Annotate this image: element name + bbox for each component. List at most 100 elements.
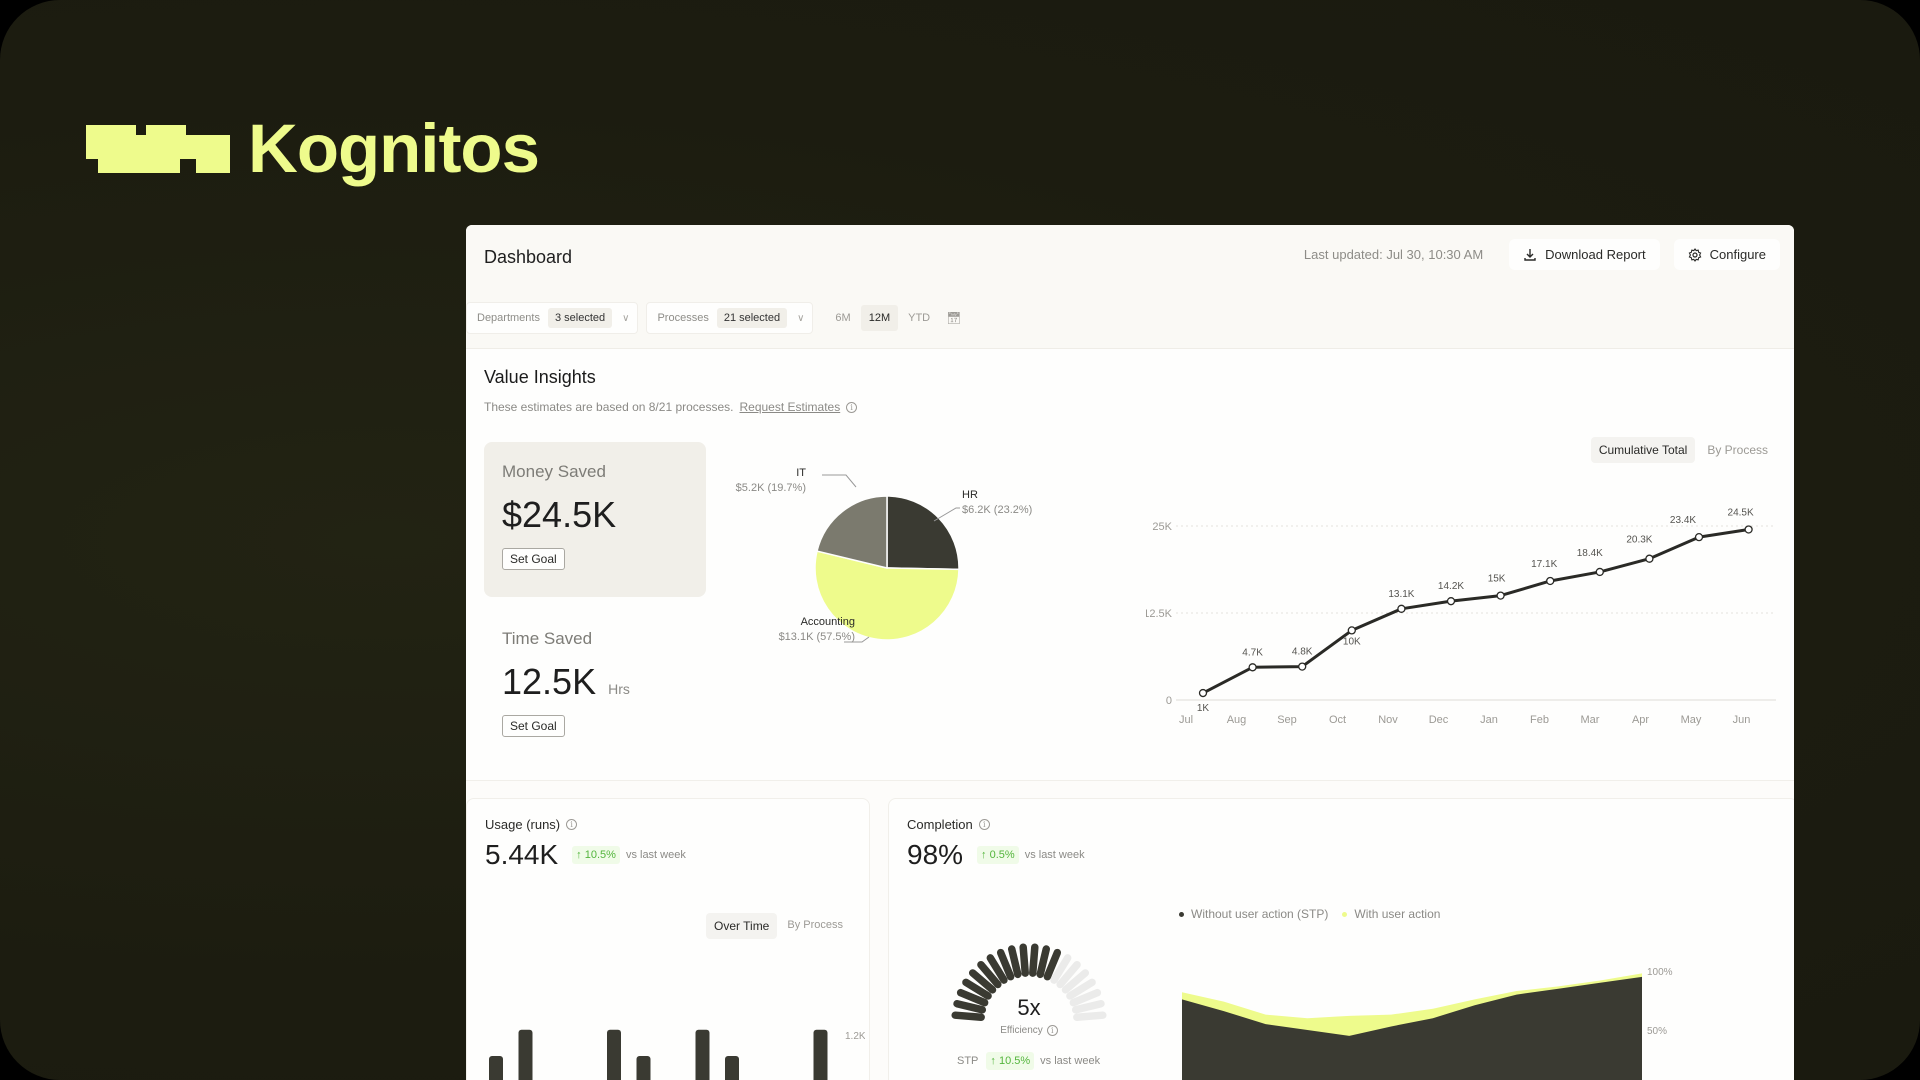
svg-text:Feb: Feb <box>1530 714 1549 726</box>
departments-filter[interactable]: Departments 3 selected ∨ <box>466 302 639 334</box>
info-icon[interactable]: i <box>846 401 858 413</box>
range-6m[interactable]: 6M <box>835 312 851 324</box>
info-icon[interactable]: i <box>1046 1025 1058 1036</box>
kognitos-logo-icon <box>86 124 230 173</box>
svg-text:Jun: Jun <box>1733 714 1751 726</box>
calendar-icon[interactable]: 📅︎ <box>946 311 962 325</box>
time-saved-value: 12.5K <box>502 661 597 702</box>
svg-text:12.5K: 12.5K <box>1146 608 1173 620</box>
svg-text:13.1K: 13.1K <box>1388 589 1414 600</box>
pie-chart-svg <box>814 474 960 643</box>
svg-text:May: May <box>1681 714 1702 726</box>
set-goal-time-button[interactable]: Set Goal <box>502 715 565 737</box>
last-updated: Last updated: Jul 30, 10:30 AM <box>1303 247 1484 262</box>
svg-text:Sep: Sep <box>1277 714 1297 726</box>
svg-text:Jan: Jan <box>1480 714 1498 726</box>
svg-text:10K: 10K <box>1343 636 1361 647</box>
departments-value: 3 selected <box>547 308 613 328</box>
by-process-tab[interactable]: By Process <box>1707 443 1768 457</box>
completion-area-chart: 100%50%0%JulSepOctNovDecJanFebMarAprMayJ… <box>1182 967 1673 1080</box>
estimates-note: These estimates are based on 8/21 proces… <box>484 400 734 414</box>
configure-label: Configure <box>1709 247 1766 262</box>
brand-name: Kognitos <box>248 110 540 187</box>
info-icon[interactable]: i <box>566 819 578 830</box>
cumulative-line-chart: 0 12.5K 25K Jul Aug Sep Oct Nov Dec Jan Feb Mar Apr M… <box>1146 507 1776 726</box>
configure-button[interactable]: Configure <box>1673 239 1780 270</box>
page-title: Dashboard <box>484 247 573 267</box>
brand: Kognitos <box>86 110 540 187</box>
completion-delta: ↑ 0.5% vs last week <box>977 846 1085 864</box>
filter-bar: Departments 3 selected ∨ Processes 21 se… <box>466 302 967 334</box>
value-insights-title: Value Insights <box>484 367 596 387</box>
completion-delta-badge: ↑ 0.5% <box>977 846 1019 864</box>
money-saved-value: $24.5K <box>502 494 617 535</box>
svg-text:Dec: Dec <box>1429 714 1449 726</box>
efficiency-label-row: Efficiency i <box>929 1025 1129 1036</box>
efficiency-value: 5x <box>1017 995 1041 1020</box>
svg-text:Aug: Aug <box>1227 714 1247 726</box>
svg-text:15K: 15K <box>1488 574 1506 585</box>
time-saved-card: Time Saved 12.5K Hrs Set Goal <box>484 609 706 764</box>
svg-text:Oct: Oct <box>1329 714 1346 726</box>
svg-text:Mar: Mar <box>1581 714 1600 726</box>
usage-chart-toggle: Over Time By Process <box>706 913 851 939</box>
pie-label-it: IT $5.2K (19.7%) <box>735 467 806 494</box>
svg-text:18.4K: 18.4K <box>1577 548 1603 559</box>
gauge-svg <box>951 943 1107 1021</box>
by-process-tab[interactable]: By Process <box>787 919 843 931</box>
money-saved-label: Money Saved <box>502 462 606 481</box>
legend-item-user-action: With user action <box>1342 907 1440 921</box>
cumulative-total-tab[interactable]: Cumulative Total <box>1590 437 1696 463</box>
usage-delta: ↑ 10.5% vs last week <box>572 846 686 864</box>
completion-title: Completion <box>907 817 973 832</box>
dashboard-window: Dashboard Last updated: Jul 30, 10:30 AM… <box>466 225 1794 1080</box>
legend-dot-icon <box>1342 911 1348 917</box>
svg-text:50%: 50% <box>1647 1026 1667 1037</box>
svg-text:100%: 100% <box>1647 967 1673 978</box>
line-chart-toggle: Cumulative Total By Process <box>1590 437 1776 463</box>
download-icon <box>1524 248 1536 261</box>
completion-value: 98% <box>907 839 964 870</box>
value-insights-section: Value Insights These estimates are based… <box>466 349 1794 781</box>
download-report-label: Download Report <box>1545 247 1646 262</box>
svg-text:23.4K: 23.4K <box>1670 515 1696 526</box>
usage-title-row: Usage (runs) i <box>485 817 578 832</box>
stp-label: STP <box>957 1055 979 1067</box>
stp-delta-row: STP ↑ 10.5% vs last week <box>957 1052 1100 1070</box>
completion-legend: Without user action (STP) With user acti… <box>1179 907 1440 921</box>
processes-filter[interactable]: Processes 21 selected ∨ <box>646 302 814 334</box>
pie-label-hr: HR $6.2K (23.2%) <box>962 489 1033 516</box>
svg-text:24.5K: 24.5K <box>1728 507 1754 518</box>
range-ytd[interactable]: YTD <box>908 312 931 324</box>
svg-text:20.3K: 20.3K <box>1626 535 1652 546</box>
request-estimates-link[interactable]: Request Estimates <box>739 400 841 414</box>
svg-text:4.7K: 4.7K <box>1242 647 1263 658</box>
svg-text:17.1K: 17.1K <box>1531 559 1557 570</box>
completion-card: Completion i 98% ↑ 0.5% vs last week 5x … <box>888 798 1794 1080</box>
info-icon[interactable]: i <box>978 819 990 830</box>
svg-text:1K: 1K <box>1197 703 1210 714</box>
svg-text:1.2K: 1.2K <box>845 1031 865 1042</box>
set-goal-money-button[interactable]: Set Goal <box>502 548 565 570</box>
completion-delta-suffix: vs last week <box>1024 849 1085 861</box>
stp-delta-badge: ↑ 10.5% <box>986 1052 1035 1070</box>
svg-text:0: 0 <box>1166 695 1172 707</box>
svg-text:4.8K: 4.8K <box>1292 647 1313 658</box>
svg-text:14.2K: 14.2K <box>1438 581 1464 592</box>
departments-label: Departments <box>477 312 540 324</box>
svg-text:Jul: Jul <box>1179 714 1193 726</box>
over-time-tab[interactable]: Over Time <box>706 913 778 939</box>
usage-card: Usage (runs) i 5.44K ↑ 10.5% vs last wee… <box>466 798 870 1080</box>
usage-bar-chart: 1.2K6000 <box>489 1029 865 1080</box>
usage-title: Usage (runs) <box>485 817 561 832</box>
dashboard-header: Dashboard Last updated: Jul 30, 10:30 AM… <box>466 225 1794 349</box>
usage-value: 5.44K <box>485 839 559 870</box>
time-saved-unit: Hrs <box>608 681 630 697</box>
completion-title-row: Completion i <box>907 817 990 832</box>
range-12m[interactable]: 12M <box>860 305 899 331</box>
download-report-button[interactable]: Download Report <box>1509 239 1660 270</box>
value-insights-subtitle: These estimates are based on 8/21 proces… <box>484 400 858 414</box>
processes-label: Processes <box>657 312 709 324</box>
department-pie-chart: HR $6.2K (23.2%) Accounting $13.1K (57.5… <box>726 459 1056 659</box>
